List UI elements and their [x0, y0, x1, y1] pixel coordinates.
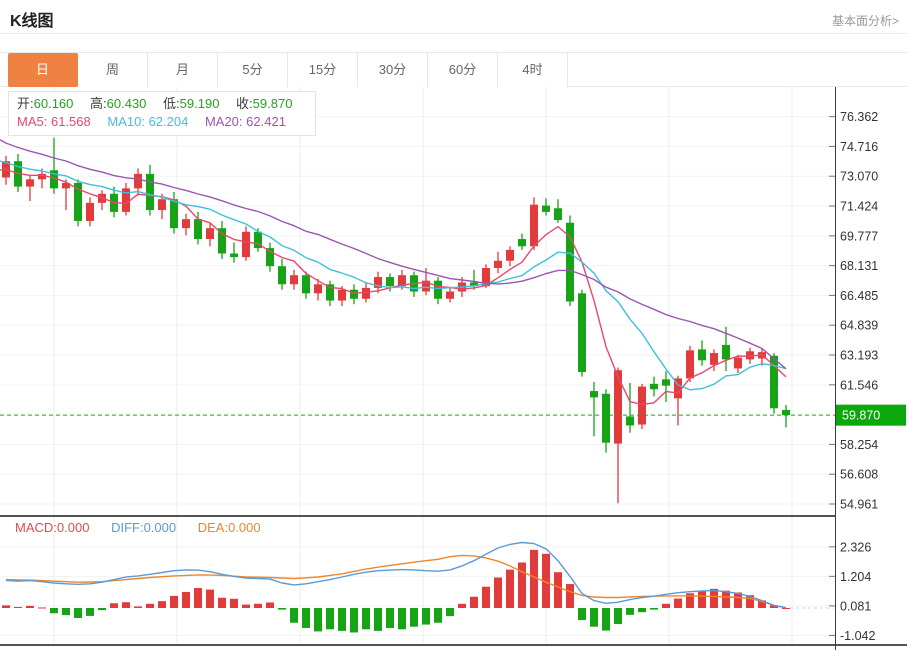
ma10-line	[0, 160, 787, 391]
macd-value: 0.000	[56, 520, 90, 535]
svg-text:59.870: 59.870	[842, 409, 880, 423]
svg-text:56.608: 56.608	[840, 468, 878, 482]
tab-30min[interactable]: 30分	[358, 53, 428, 87]
close-value: 59.870	[252, 96, 293, 111]
ma-legend-row: MA5: 61.568 MA10: 62.204 MA20: 62.421	[17, 113, 305, 131]
high-value: 60.430	[106, 96, 147, 111]
svg-text:66.485: 66.485	[840, 289, 878, 303]
page-title: K线图	[10, 13, 54, 30]
svg-text:54.961: 54.961	[840, 498, 878, 512]
ma10-value: 62.204	[148, 114, 189, 129]
open-value: 60.160	[33, 96, 74, 111]
tab-daily[interactable]: 日	[8, 53, 78, 87]
diff-value: 0.000	[143, 520, 177, 535]
ma20-label: MA20:	[204, 114, 243, 129]
tab-weekly[interactable]: 周	[78, 53, 148, 87]
high-label: 高:	[90, 96, 107, 111]
svg-text:64.839: 64.839	[840, 319, 878, 333]
ma10-label: MA10:	[107, 114, 145, 129]
svg-text:71.424: 71.424	[840, 200, 878, 214]
candles-layer	[2, 137, 790, 504]
tab-4hour[interactable]: 4时	[498, 53, 568, 87]
macd-legend: MACD:0.000 DIFF:0.000 DEA:0.000	[15, 520, 279, 535]
open-label: 开:	[17, 96, 34, 111]
ohlc-legend: 开:60.160 高:60.430 低:59.190 收:59.870 MA5:…	[8, 91, 317, 136]
tab-15min[interactable]: 15分	[288, 53, 358, 87]
diff-line	[5, 541, 787, 609]
svg-text:73.070: 73.070	[840, 170, 878, 184]
svg-text:68.131: 68.131	[840, 259, 878, 273]
macd-label: MACD:	[15, 520, 57, 535]
price-axis-labels: 76.362 74.716 73.070 71.424 69.777 68.131 66.4…	[829, 110, 878, 643]
tab-60min[interactable]: 60分	[428, 53, 498, 87]
fundamental-analysis-link[interactable]: 基本面分析>	[831, 14, 899, 28]
ma20-value: 62.421	[246, 114, 286, 129]
interval-tabbar: 日周月 5分 15分 30分 60分 4时	[0, 52, 907, 87]
svg-text:58.254: 58.254	[840, 438, 878, 452]
kline-chart-svg[interactable]: 76.362 74.716 73.070 71.424 69.777 68.131 66.4…	[0, 87, 907, 650]
diff-label: DIFF:	[111, 520, 144, 535]
low-label: 低:	[163, 96, 180, 111]
kline-chart[interactable]: 76.362 74.716 73.070 71.424 69.777 68.131 66.4…	[0, 87, 907, 650]
svg-text:1.204: 1.204	[840, 570, 871, 584]
ma5-label: MA5:	[17, 114, 48, 129]
dea-label: DEA:	[197, 520, 229, 535]
grid-layer	[0, 87, 835, 645]
dea-value: 0.000	[228, 520, 261, 535]
current-price-tag: 59.870	[836, 404, 906, 426]
ohlc-legend-row: 开:60.160 高:60.430 低:59.190 收:59.870	[17, 95, 305, 113]
header-divider	[0, 33, 907, 34]
svg-text:-1.042: -1.042	[840, 629, 875, 643]
macd-histogram-layer	[2, 549, 790, 633]
ma20-line	[0, 139, 787, 370]
tab-monthly[interactable]: 月	[148, 53, 218, 87]
svg-text:63.193: 63.193	[840, 349, 878, 363]
svg-text:61.546: 61.546	[840, 378, 878, 392]
ma5-value: 61.568	[50, 114, 91, 129]
svg-text:69.777: 69.777	[840, 229, 878, 243]
close-label: 收:	[236, 96, 253, 111]
low-value: 59.190	[179, 96, 220, 111]
svg-text:2.326: 2.326	[840, 540, 871, 554]
tabbar-spacer	[0, 53, 8, 86]
svg-text:74.716: 74.716	[840, 140, 878, 154]
svg-text:0.081: 0.081	[840, 599, 871, 613]
svg-text:76.362: 76.362	[840, 110, 878, 124]
tab-5min[interactable]: 5分	[218, 53, 288, 87]
